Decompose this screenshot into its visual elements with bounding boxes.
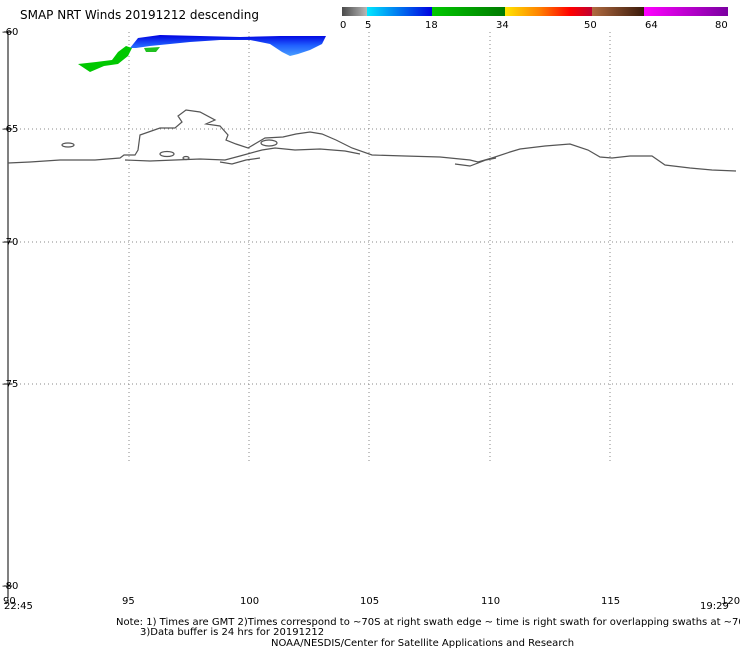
footnote-line-2: 3)Data buffer is 24 hrs for 20191212 [140,627,325,638]
legend-tick-34: 34 [496,20,509,31]
island-1 [61,142,75,148]
lon-label-95: 95 [122,596,135,607]
lon-gridlines [128,32,611,464]
legend-tick-80: 80 [715,20,728,31]
credit-line: NOAA/NESDIS/Center for Satellite Applica… [271,638,575,649]
lon-label-100: 100 [240,596,260,607]
wind-speed-legend [342,7,728,16]
legend-tick-64: 64 [645,20,658,31]
coastline-shelf-3 [454,157,497,167]
island-4 [182,155,190,161]
island-2 [159,150,175,158]
legend-tick-50: 50 [584,20,597,31]
swath-end-time: 19:29 [700,601,729,612]
lat-label-75: -75 [2,379,19,390]
lat-label-60: -60 [2,27,19,38]
swath-green-1 [78,46,132,72]
footnote-line-1: Note: 1) Times are GMT 2)Times correspon… [116,617,740,628]
lat-label-70: -70 [2,237,19,248]
island-3 [260,139,278,147]
coastline-main [7,109,737,172]
lat-ticks [4,31,12,587]
lon-label-90: 90 [3,596,16,607]
legend-segment-64-80 [644,7,728,16]
coastline-shelf-2 [219,157,261,165]
legend-tick-0: 0 [340,20,347,31]
swath-green-2 [144,47,160,52]
wind-swath [78,35,326,72]
lat-gridlines [8,128,736,385]
lat-label-80: -80 [2,581,19,592]
lon-label-120: 120 [721,596,740,607]
legend-segment-5-18 [367,7,432,16]
swath-start-time: 22:45 [4,601,33,612]
lon-label-105: 105 [360,596,380,607]
antarctic-coastline [7,109,737,172]
map-title: SMAP NRT Winds 20191212 descending [20,8,259,22]
legend-tick-18: 18 [425,20,438,31]
legend-tick-5: 5 [365,20,372,31]
lon-label-115: 115 [601,596,621,607]
legend-segment-18-34 [432,7,505,16]
swath-blue [130,35,326,56]
lon-label-110: 110 [481,596,501,607]
coastline-shelf [124,147,361,162]
legend-segment-50-64 [592,7,644,16]
lat-label-65: -65 [2,124,19,135]
legend-segment-0-5 [342,7,367,16]
legend-segment-34-50 [505,7,592,16]
